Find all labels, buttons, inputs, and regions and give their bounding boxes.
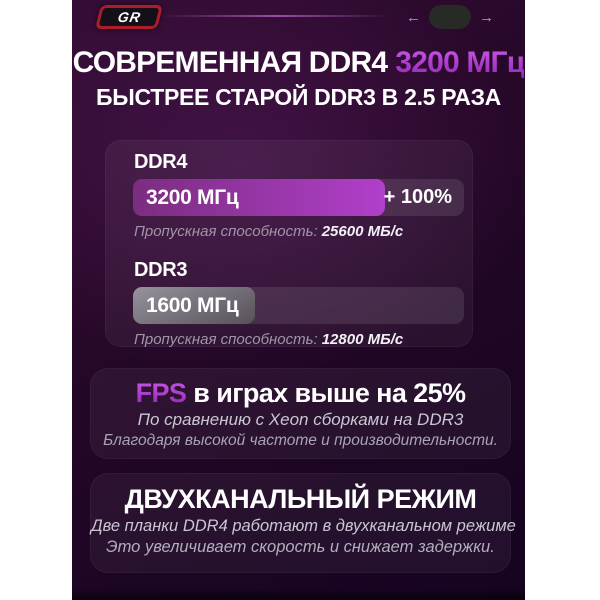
prev-arrow-icon[interactable]: ← (406, 8, 421, 26)
fps-headline: FPS в играх выше на 25% (91, 378, 510, 409)
ddr4-label: DDR4 (134, 151, 188, 173)
page-title: СОВРЕМЕННАЯ DDR4 3200 МГц БЫСТРЕЕ СТАРОЙ … (72, 46, 525, 111)
dual-channel-headline: ДВУХКАНАЛЬНЫЙ РЕЖИМ (124, 484, 477, 514)
title-line2: БЫСТРЕЕ СТАРОЙ DDR3 В 2.5 РАЗА (96, 84, 501, 110)
ddr3-bar-track: 1600 МГц (133, 287, 464, 324)
title-line1-accent: 3200 МГц (395, 46, 525, 79)
title-line1-white: СОВРЕМЕННАЯ DDR4 (72, 46, 389, 79)
nav-pill[interactable] (429, 5, 471, 29)
ddr4-bar-fill: 3200 МГц (133, 179, 385, 216)
poster: GR ← → СОВРЕМЕННАЯ DDR4 3200 МГц БЫСТРЕЕ … (72, 0, 525, 600)
carousel-nav: ← → (406, 4, 494, 30)
ddr4-bar-track: 3200 МГц + 100% (133, 179, 464, 216)
logo-text: GR (115, 9, 143, 25)
ddr3-bandwidth: Пропускная способность: 12800 МБ/с (134, 331, 403, 348)
next-arrow-icon[interactable]: → (479, 8, 494, 26)
ddr3-bandwidth-label: Пропускная способность: (134, 331, 318, 348)
dual-channel-line1: Две планки DDR4 работают в двухканальном… (91, 517, 516, 535)
title-line1: СОВРЕМЕННАЯ DDR4 3200 МГц (72, 46, 525, 80)
memory-comparison-card: DDR4 3200 МГц + 100% Пропускная способно… (105, 140, 473, 348)
ddr3-bar-fill: 1600 МГц (133, 287, 256, 324)
ddr3-label: DDR3 (134, 259, 188, 281)
ddr3-bandwidth-value: 12800 МБ/с (321, 331, 404, 348)
fps-subline1: По сравнению с Xeon сборками на DDR3 (137, 410, 464, 429)
ddr4-bandwidth-value: 25600 МБ/с (321, 223, 404, 240)
fps-headline-text: в играх выше на 25% (193, 378, 466, 408)
dual-channel-line2: Это увеличивает скорость и снижает задер… (106, 538, 495, 556)
ddr3-bar-label: 1600 МГц (146, 293, 239, 317)
ddr4-bar-label: 3200 МГц (146, 185, 239, 209)
ddr4-bandwidth-label: Пропускная способность: (134, 223, 318, 240)
logo-gr: GR (95, 5, 163, 29)
dual-channel-card: ДВУХКАНАЛЬНЫЙ РЕЖИМ Две планки DDR4 рабо… (90, 473, 516, 573)
fps-subline2: Благодаря высокой частоте и производител… (103, 432, 498, 449)
fps-card: FPS в играх выше на 25% По сравнению с Xe… (90, 368, 511, 459)
ddr4-gain-badge: + 100% (383, 186, 452, 208)
fps-accent: FPS (135, 378, 187, 408)
ddr4-bandwidth: Пропускная способность: 25600 МБ/с (134, 223, 403, 240)
divider (160, 15, 390, 17)
